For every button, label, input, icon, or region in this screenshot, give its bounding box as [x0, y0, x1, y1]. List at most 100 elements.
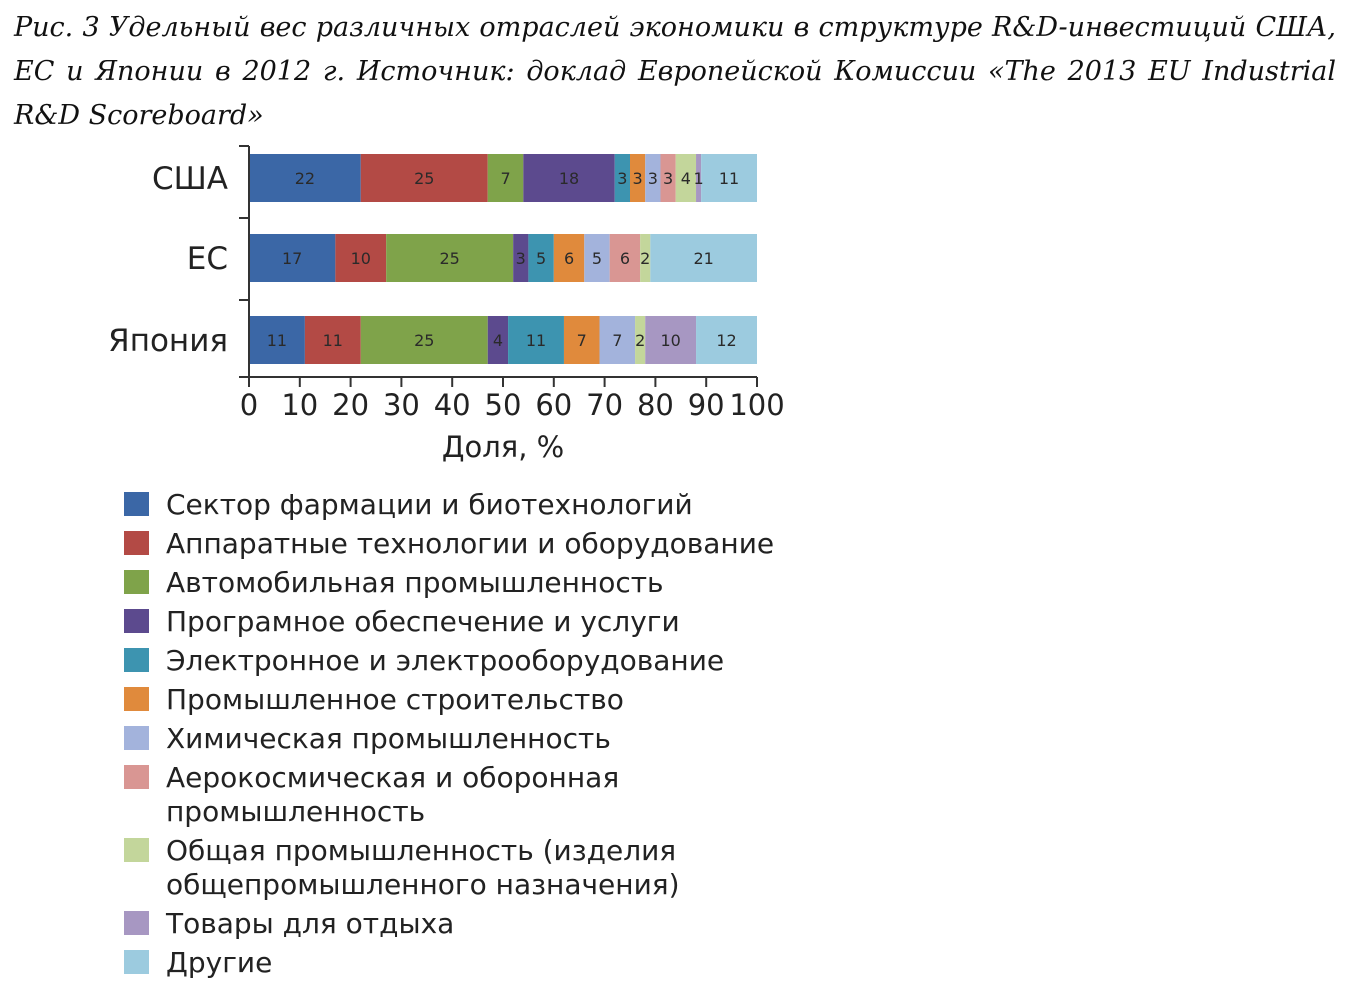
legend-label: Общая промышленность (изделия общепромыш…: [166, 834, 680, 901]
bar-segment: [249, 316, 305, 364]
x-tick-label: 0: [240, 388, 258, 422]
chart-legend: Сектор фармации и биотехнологий Аппаратны…: [124, 488, 806, 985]
data-label: 21: [693, 249, 713, 268]
bar-segment: [614, 154, 630, 202]
bar-segment: [675, 154, 697, 202]
bars-layer: [249, 154, 757, 364]
legend-label: Програмное обеспечение и услуги: [166, 605, 680, 638]
data-label: 4: [681, 169, 691, 188]
data-label: 2: [640, 249, 650, 268]
bar-segment: [360, 316, 488, 364]
bar-segment: [650, 234, 757, 282]
legend-swatch: [124, 687, 149, 711]
bar-segment: [645, 154, 661, 202]
x-tick-label: 80: [637, 388, 674, 422]
legend-item: Аерокосмическая и оборонная промышленнос…: [124, 761, 806, 829]
legend-item: Промышленное строительство: [124, 683, 806, 717]
legend-label: Товары для отдыха: [166, 907, 455, 940]
legend-swatch: [124, 838, 149, 862]
bar-segment: [304, 316, 361, 364]
legend-item: Товары для отдыха: [124, 907, 806, 941]
legend-item: Сектор фармации и биотехнологий: [124, 488, 806, 522]
bar-segment: [528, 234, 554, 282]
category-label: Япония: [108, 323, 228, 359]
legend-swatch: [124, 609, 149, 633]
figure-caption: Рис. 3 Удельный вес различных отраслей э…: [14, 12, 1336, 131]
legend-item: Другие: [124, 946, 806, 980]
data-label: 3: [663, 169, 673, 188]
data-label: 3: [516, 249, 526, 268]
legend-swatch: [124, 648, 149, 672]
bar-segment: [660, 154, 676, 202]
bar-segment: [640, 234, 651, 282]
bar-segment: [630, 154, 646, 202]
legend-item: Програмное обеспечение и услуги: [124, 605, 806, 639]
x-tick-label: 100: [729, 388, 784, 422]
x-tick-label: 60: [535, 388, 572, 422]
data-label: 11: [323, 331, 343, 350]
data-label: 7: [500, 169, 510, 188]
data-label: 2: [635, 331, 645, 350]
x-tick-label: 20: [332, 388, 369, 422]
bar-segment: [487, 154, 524, 202]
x-tick-label: 50: [485, 388, 522, 422]
bar-segment: [553, 234, 585, 282]
data-label: 5: [536, 249, 546, 268]
bar-segment: [360, 154, 488, 202]
legend-label: Химическая промышленность: [166, 722, 611, 755]
legend-item: Химическая промышленность: [124, 722, 806, 756]
bar-segment: [487, 316, 509, 364]
data-label: 3: [633, 169, 643, 188]
data-label: 25: [439, 249, 459, 268]
bar-segment: [563, 316, 600, 364]
x-tick-label: 10: [281, 388, 318, 422]
data-label: 25: [414, 169, 434, 188]
bar-segment: [513, 234, 529, 282]
legend-label: Аерокосмическая и оборонная промышленнос…: [166, 761, 620, 828]
bar-segment: [508, 316, 564, 364]
legend-swatch: [124, 492, 149, 516]
data-label: 10: [660, 331, 680, 350]
data-label: 11: [526, 331, 546, 350]
x-axis-title: Доля, %: [442, 430, 564, 464]
data-label: 7: [577, 331, 587, 350]
bar-segment: [599, 316, 636, 364]
data-label: 6: [564, 249, 574, 268]
bar-segment: [635, 316, 646, 364]
legend-swatch: [124, 765, 149, 789]
data-label: 3: [617, 169, 627, 188]
data-label: 4: [493, 331, 503, 350]
data-label: 18: [559, 169, 579, 188]
bar-segment: [696, 316, 757, 364]
data-label: 6: [620, 249, 630, 268]
legend-label: Электронное и электрооборудование: [166, 644, 725, 677]
bar-segment: [523, 154, 615, 202]
data-label: 17: [282, 249, 302, 268]
bar-segment: [609, 234, 641, 282]
legend-label: Промышленное строительство: [166, 683, 624, 716]
data-label: 1: [693, 169, 703, 188]
data-label: 11: [719, 169, 739, 188]
legend-swatch: [124, 531, 149, 555]
x-tick-label: 40: [434, 388, 471, 422]
data-label: 7: [612, 331, 622, 350]
legend-swatch: [124, 911, 149, 935]
legend-item: Аппаратные технологии и оборудование: [124, 527, 806, 561]
bar-segment: [701, 154, 757, 202]
legend-item: Общая промышленность (изделия общепромыш…: [124, 834, 806, 902]
data-label: 25: [414, 331, 434, 350]
x-tick-label: 70: [586, 388, 623, 422]
bar-segment: [249, 154, 361, 202]
legend-label: Автомобильная промышленность: [166, 566, 664, 599]
data-label: 22: [295, 169, 315, 188]
data-label: 12: [716, 331, 736, 350]
data-label: 3: [648, 169, 658, 188]
x-tick-label: 30: [383, 388, 420, 422]
legend-label: Другие: [166, 946, 273, 979]
legend-label: Аппаратные технологии и оборудование: [166, 527, 775, 560]
data-label: 11: [267, 331, 287, 350]
category-label: ЕС: [187, 241, 228, 277]
legend-swatch: [124, 570, 149, 594]
